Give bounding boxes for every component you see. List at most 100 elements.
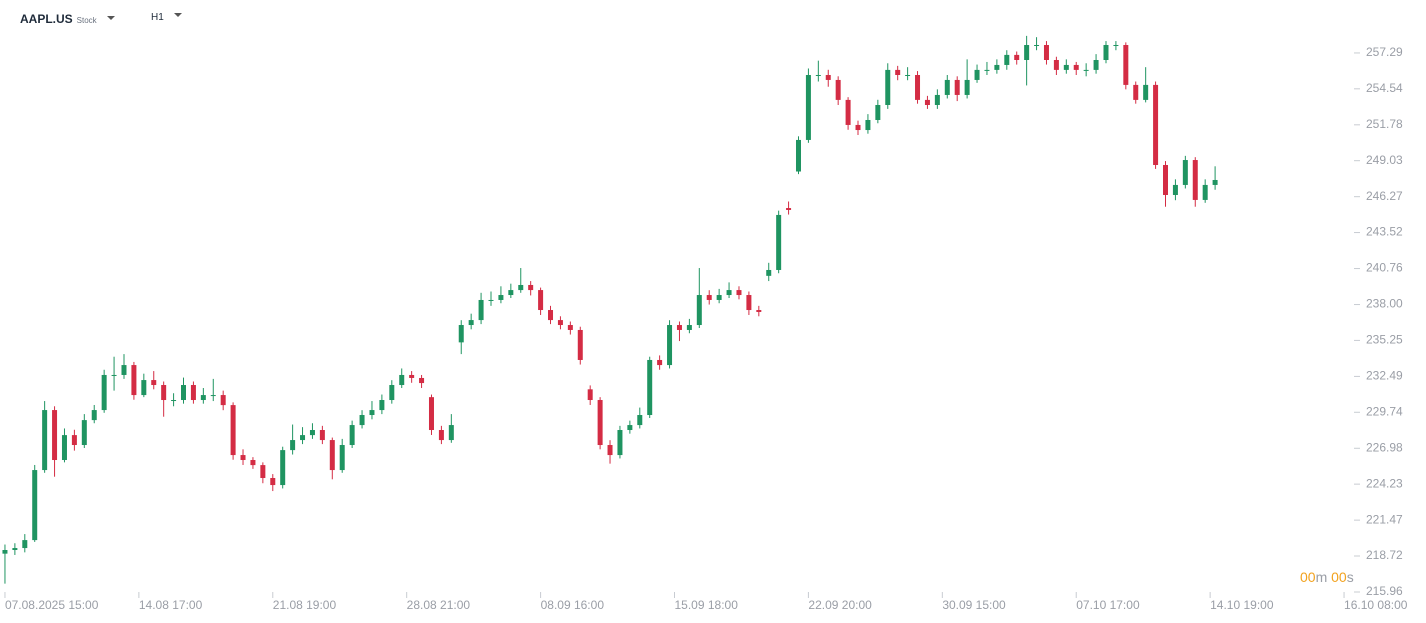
candle-body <box>369 410 375 416</box>
candle-body <box>647 359 653 416</box>
candle-body <box>1202 184 1208 200</box>
candle-body <box>101 374 107 411</box>
candle-body <box>676 325 682 330</box>
symbol-dropdown[interactable] <box>106 16 115 20</box>
candle-body <box>567 325 573 330</box>
y-tick-label: 229.74 <box>1366 404 1403 418</box>
candle-body <box>587 389 593 401</box>
candle-body <box>954 79 960 95</box>
candle-body <box>91 410 97 421</box>
timeframe-dropdown[interactable] <box>173 13 182 17</box>
candle-body <box>260 465 266 479</box>
candle-body <box>478 299 484 321</box>
candle-body <box>438 430 444 441</box>
candle-body <box>855 124 861 131</box>
x-tick-label: 14.10 19:00 <box>1210 598 1274 612</box>
candle-body <box>756 310 762 312</box>
y-tick-label: 251.78 <box>1366 117 1403 131</box>
candle-body <box>210 395 216 397</box>
candle-body <box>151 380 157 386</box>
candle-body <box>1153 84 1159 165</box>
candle-body <box>1113 44 1119 46</box>
candle-body <box>845 99 851 125</box>
candle-body <box>776 214 782 270</box>
candle-body <box>915 74 921 100</box>
x-tick-label: 22.09 20:00 <box>808 598 872 612</box>
candle-body <box>726 290 732 296</box>
candle-body <box>1182 160 1188 185</box>
candle-body <box>379 400 385 411</box>
candle-body <box>1093 59 1099 70</box>
candle-body <box>270 478 276 486</box>
candle-body <box>190 385 196 401</box>
candle-body <box>280 450 286 486</box>
candle-body <box>498 295 504 300</box>
x-tick-label: 21.08 19:00 <box>273 598 337 612</box>
symbol: AAPL.US <box>20 12 73 26</box>
y-tick-label: 246.27 <box>1366 189 1403 203</box>
candle-body <box>1123 44 1129 85</box>
candle-body <box>121 365 127 375</box>
candle-body <box>359 415 365 426</box>
candle-body <box>1063 64 1069 70</box>
x-tick-label: 08.09 16:00 <box>541 598 605 612</box>
candle-body <box>1034 44 1040 46</box>
candle-body <box>944 79 950 95</box>
candle-body <box>557 320 563 326</box>
candle-body <box>637 415 643 426</box>
candle-body <box>706 295 712 300</box>
candle-body <box>309 430 315 436</box>
candle-body <box>1083 69 1089 71</box>
candle-body <box>835 79 841 100</box>
y-tick-label: 243.52 <box>1366 225 1403 239</box>
candle-body <box>61 435 67 461</box>
candle-body <box>1043 44 1049 60</box>
candle-body <box>1133 84 1139 100</box>
y-tick-label: 226.98 <box>1366 440 1403 454</box>
candle-body <box>696 295 702 326</box>
candle-body <box>1163 164 1169 195</box>
candle-body <box>934 94 940 105</box>
y-tick-label: 238.00 <box>1366 297 1403 311</box>
candle-body <box>329 440 335 471</box>
candle-body <box>1014 54 1020 60</box>
candle-body <box>577 329 583 360</box>
candle-body <box>1143 84 1149 100</box>
candle-body <box>230 405 236 456</box>
candle-body <box>399 374 405 386</box>
candle-body <box>12 548 18 551</box>
candle-body <box>766 269 772 276</box>
candle-body <box>300 435 306 441</box>
candle-body <box>1053 59 1059 70</box>
candle-body <box>607 445 613 456</box>
candle-body <box>1073 64 1079 70</box>
y-tick-label: 235.25 <box>1366 333 1403 347</box>
y-tick-label: 257.29 <box>1366 45 1403 59</box>
candle-body <box>171 400 177 402</box>
candle-body <box>32 470 38 541</box>
candle-body <box>319 430 325 441</box>
x-tick-label: 28.08 21:00 <box>407 598 471 612</box>
candle-body <box>250 460 256 466</box>
y-tick-label: 224.23 <box>1366 476 1403 490</box>
candle-body <box>518 284 524 291</box>
candle-body <box>538 290 544 311</box>
candle-body <box>885 69 891 105</box>
y-tick-label: 249.03 <box>1366 153 1403 167</box>
x-tick-label: 07.10 17:00 <box>1076 598 1140 612</box>
candle-body <box>488 299 494 301</box>
candle-body <box>736 290 742 296</box>
candle-body <box>181 385 187 401</box>
y-tick-label: 218.72 <box>1366 548 1403 562</box>
candle-body <box>805 74 811 140</box>
candle-body <box>131 365 137 396</box>
candle-body <box>52 410 58 461</box>
candle-body <box>994 64 1000 70</box>
candle-body <box>865 119 871 131</box>
timeframe-selector[interactable]: H1 <box>151 12 182 23</box>
timeframe: H1 <box>151 12 164 23</box>
symbol-selector[interactable]: AAPL.US Stock <box>20 12 115 26</box>
candle-body <box>895 69 901 75</box>
candle-body <box>1212 179 1218 185</box>
candle-body <box>448 425 454 441</box>
